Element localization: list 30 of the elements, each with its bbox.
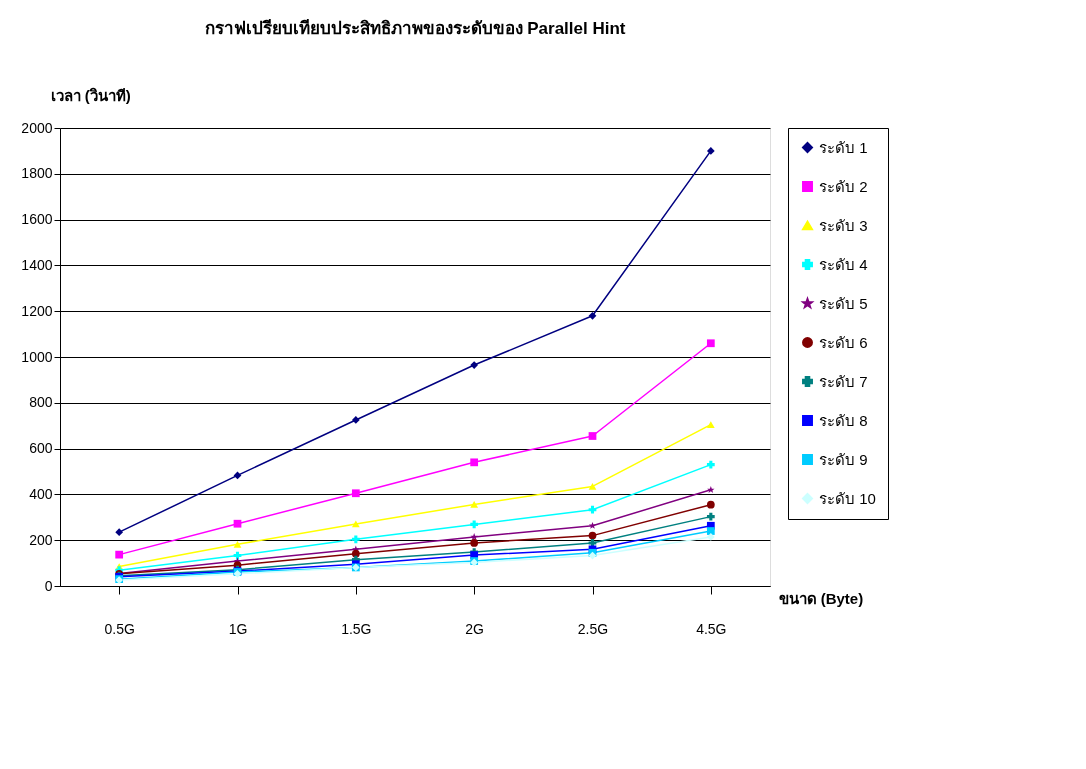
x-tick-label: 4.5G: [696, 620, 727, 637]
y-tick-label: 600: [29, 440, 53, 457]
y-tick-label: 1400: [21, 256, 53, 273]
chart-title: กราฟเปรียบเทียบประสิทธิภาพของระดับของ Parallel Hint: [204, 18, 626, 38]
legend-label: ระดับ 1: [819, 138, 868, 156]
y-tick-label: 400: [29, 485, 53, 502]
legend-label: ระดับ 10: [819, 489, 876, 507]
legend-label: ระดับ 7: [819, 372, 868, 390]
x-tick-label: 0.5G: [104, 620, 135, 637]
x-tick-label: 2.5G: [577, 620, 609, 637]
legend-label: ระดับ 5: [819, 294, 868, 312]
x-tick-label: 1G: [228, 620, 248, 637]
y-tick-label: 1000: [21, 348, 53, 365]
y-axis-title: เวลา (วินาที): [50, 86, 131, 104]
x-tick-label: 1.5G: [341, 620, 372, 637]
x-axis-title: ขนาด (Byte): [778, 589, 864, 607]
legend-label: ระดับ 8: [819, 411, 868, 429]
legend-label: ระดับ 4: [819, 255, 868, 273]
legend-label: ระดับ 3: [819, 216, 868, 234]
legend-label: ระดับ 6: [819, 333, 868, 351]
legend-label: ระดับ 2: [819, 177, 868, 195]
x-tick-label: 2G: [465, 620, 485, 637]
legend-label: ระดับ 9: [819, 450, 868, 468]
y-tick-label: 1200: [21, 302, 53, 319]
y-tick-label: 200: [29, 531, 53, 548]
y-tick-label: 800: [29, 394, 53, 411]
y-tick-label: 2000: [21, 119, 53, 136]
y-tick-label: 0: [44, 577, 53, 594]
y-tick-label: 1800: [21, 165, 53, 182]
y-tick-label: 1600: [21, 211, 53, 228]
